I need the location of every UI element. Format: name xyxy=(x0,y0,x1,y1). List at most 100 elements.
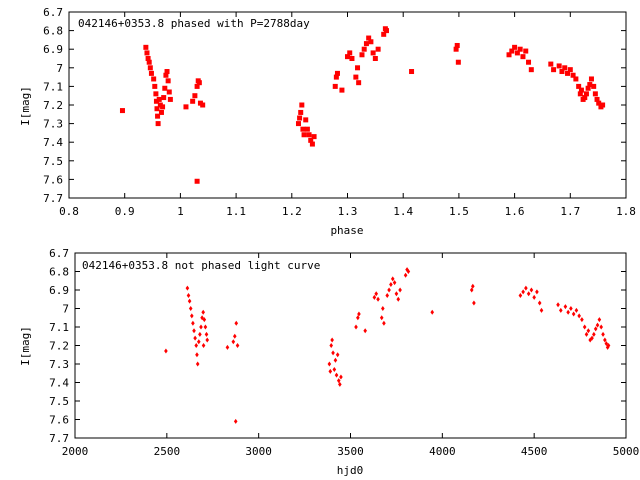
data-point xyxy=(471,283,475,289)
x-tick-label: 1 xyxy=(177,205,184,218)
data-point xyxy=(375,46,381,52)
data-point xyxy=(202,317,207,323)
data-point xyxy=(588,76,594,82)
y-tick-label: 7.6 xyxy=(49,414,69,427)
data-point xyxy=(144,50,150,56)
data-point xyxy=(300,126,306,132)
data-point xyxy=(601,331,605,337)
data-point xyxy=(517,46,523,52)
data-point xyxy=(518,293,523,299)
data-point xyxy=(153,91,159,97)
data-point xyxy=(329,343,334,348)
y-tick-label: 7.2 xyxy=(43,99,63,112)
x-tick-label: 1.1 xyxy=(226,205,246,218)
data-point xyxy=(562,65,568,71)
data-point xyxy=(332,367,337,373)
data-point xyxy=(548,61,554,67)
data-point xyxy=(600,102,606,108)
data-point xyxy=(585,85,591,91)
data-point xyxy=(587,82,593,88)
data-point xyxy=(354,324,358,330)
y-tick-label: 7.7 xyxy=(49,432,69,445)
data-point xyxy=(566,309,570,315)
data-point xyxy=(379,315,384,321)
data-point xyxy=(524,285,528,291)
data-point xyxy=(523,48,529,54)
data-point xyxy=(595,322,600,328)
data-point xyxy=(406,269,411,274)
data-point xyxy=(584,331,589,337)
data-point xyxy=(390,276,395,282)
y-tick-labels: 6.7 6.8 6.9 7 7.1 7.2 7.3 7.4 7.5 7.6 7.… xyxy=(49,247,69,445)
data-point xyxy=(529,287,534,293)
data-point xyxy=(583,91,589,97)
data-point xyxy=(558,307,563,313)
y-tick-label: 7 xyxy=(62,303,69,316)
data-point xyxy=(590,335,594,341)
data-point xyxy=(347,50,353,56)
data-point xyxy=(338,381,342,387)
data-point xyxy=(381,31,387,37)
y-tick-label: 7.7 xyxy=(43,192,63,205)
x-tick-labels: 2000 2500 3000 3500 4000 4500 5000 xyxy=(62,445,640,458)
y-axis-label: I[mag] xyxy=(19,326,32,366)
data-point xyxy=(166,89,172,95)
data-point xyxy=(606,343,611,348)
plot-frame xyxy=(68,11,627,199)
data-point xyxy=(535,289,539,295)
data-point xyxy=(183,104,189,110)
data-point xyxy=(164,69,170,75)
data-point xyxy=(192,328,196,334)
data-point xyxy=(201,343,206,348)
data-point xyxy=(526,291,531,297)
y-tick-label: 7.4 xyxy=(43,136,63,149)
data-point xyxy=(196,339,201,345)
data-point xyxy=(339,374,343,380)
data-point xyxy=(155,121,161,127)
data-point xyxy=(199,324,203,330)
data-point xyxy=(334,70,340,76)
data-point xyxy=(574,307,579,313)
x-tick-label: 1.3 xyxy=(338,205,358,218)
y-axis-label: I[mag] xyxy=(19,86,32,126)
data-point xyxy=(356,80,362,86)
data-point xyxy=(577,313,581,319)
data-point xyxy=(151,76,157,82)
data-point xyxy=(333,74,339,80)
data-point xyxy=(368,39,374,45)
data-point xyxy=(396,296,401,302)
x-tick-label: 0.8 xyxy=(59,205,79,218)
data-point xyxy=(309,141,315,147)
data-point xyxy=(594,96,600,102)
data-point xyxy=(582,95,588,101)
data-point xyxy=(147,65,153,71)
y-tick-label: 6.7 xyxy=(43,6,63,19)
x-tick-label: 1.2 xyxy=(282,205,302,218)
data-point xyxy=(328,368,333,374)
data-point xyxy=(191,320,195,326)
data-point xyxy=(165,78,171,84)
data-point xyxy=(327,361,332,367)
data-point xyxy=(357,311,361,317)
y-tick-label: 7.3 xyxy=(43,118,63,131)
data-point xyxy=(363,328,367,334)
data-point xyxy=(162,85,168,91)
data-point xyxy=(234,320,239,326)
data-point xyxy=(334,372,339,378)
chart-title: 042146+0353.8 phased with P=2788day xyxy=(78,17,310,30)
data-point xyxy=(528,67,534,73)
data-point xyxy=(381,306,385,311)
data-point xyxy=(455,59,461,65)
y-tick-label: 7.3 xyxy=(49,358,69,371)
data-point xyxy=(201,309,205,315)
data-point xyxy=(383,28,389,34)
data-point xyxy=(403,272,408,278)
x-axis-label: phase xyxy=(330,224,363,237)
data-point xyxy=(453,46,459,52)
data-point xyxy=(570,72,576,78)
data-point xyxy=(353,74,359,80)
data-point xyxy=(603,337,607,343)
data-point xyxy=(164,348,168,354)
data-point xyxy=(333,357,338,363)
